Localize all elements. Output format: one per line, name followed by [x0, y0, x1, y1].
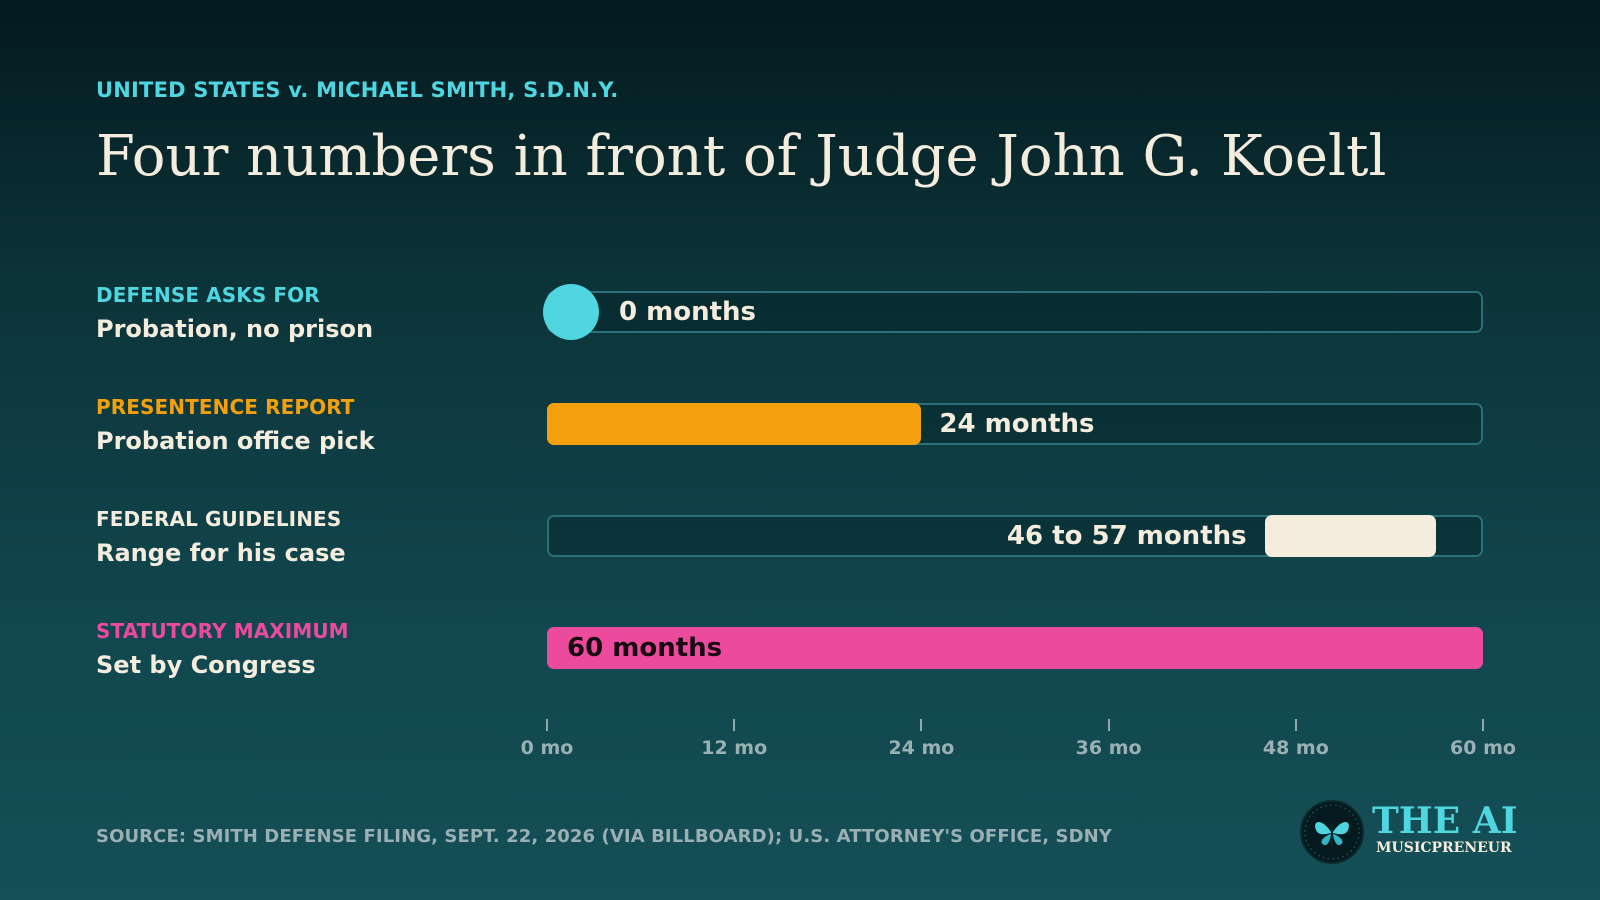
row-description: Probation office pick [96, 427, 375, 455]
logo-title: THE AI [1372, 800, 1518, 842]
bar-defense-asks-for [543, 284, 599, 340]
row-label-federal-guidelines: FEDERAL GUIDELINES Range for his case [96, 507, 346, 567]
row-description: Probation, no prison [96, 315, 374, 343]
axis-tick [920, 719, 923, 731]
brand-logo: THE AI MUSICPRENEUR [1300, 800, 1540, 864]
axis-tick-label: 0 mo [520, 737, 574, 759]
page-title: Four numbers in front of Judge John G. K… [96, 124, 1387, 189]
bar-presentence-report [547, 403, 922, 445]
value-label-federal-guidelines: 46 to 57 months [1006, 521, 1247, 551]
row-description: Set by Congress [96, 651, 316, 679]
axis-tick [1107, 719, 1110, 731]
value-label-defense-asks-for: 0 months [619, 297, 757, 327]
axis-tick [1294, 719, 1297, 731]
row-label-statutory-maximum: STATUTORY MAXIMUM Set by Congress [96, 619, 349, 679]
axis-tick-label: 48 mo [1262, 737, 1329, 759]
butterfly-icon [1304, 804, 1360, 860]
axis-tick [1482, 719, 1484, 731]
bar-statutory-maximum [547, 627, 1483, 669]
row-category: DEFENSE ASKS FOR [96, 283, 320, 307]
source-note: SOURCE: SMITH DEFENSE FILING, SEPT. 22, … [96, 826, 1112, 847]
row-description: Range for his case [96, 539, 346, 567]
axis-tick [546, 719, 548, 731]
value-label-statutory-maximum: 60 months [567, 633, 723, 663]
kicker: UNITED STATES v. MICHAEL SMITH, S.D.N.Y. [96, 78, 619, 102]
logo-subtitle: MUSICPRENEUR [1376, 840, 1512, 856]
bar-federal-guidelines [1264, 515, 1437, 557]
row-category: FEDERAL GUIDELINES [96, 507, 342, 531]
row-category: STATUTORY MAXIMUM [96, 619, 349, 643]
row-label-presentence-report: PRESENTENCE REPORT Probation office pick [96, 395, 375, 455]
axis-tick-label: 12 mo [701, 737, 768, 759]
axis-tick [733, 719, 736, 731]
value-label-presentence-report: 24 months [939, 409, 1095, 439]
bar-track-defense-asks-for [547, 291, 1483, 333]
row-label-defense-asks-for: DEFENSE ASKS FOR Probation, no prison [96, 283, 373, 343]
axis-tick-label: 24 mo [888, 737, 955, 759]
logo-badge [1300, 800, 1364, 864]
axis-tick-label: 60 mo [1450, 737, 1516, 759]
row-category: PRESENTENCE REPORT [96, 395, 355, 419]
axis-tick-label: 36 mo [1075, 737, 1142, 759]
